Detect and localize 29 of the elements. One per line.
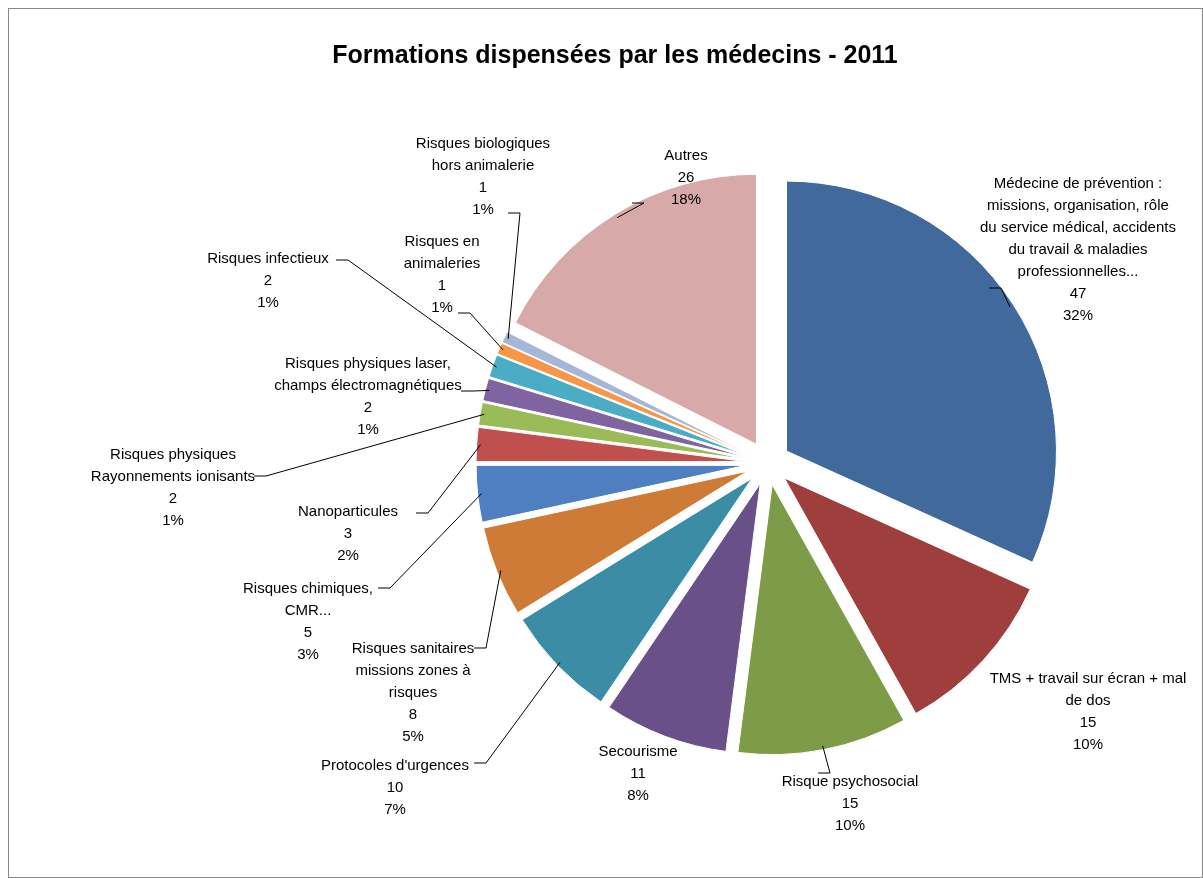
slice-label: TMS + travail sur écran + mal de dos: [989, 669, 1187, 708]
data-label: 15 10%: [1072, 713, 1104, 752]
data-label: 15 10%: [834, 794, 866, 833]
slice-label: Risque psychosocial: [781, 772, 919, 789]
slice-label: Risques en animaleries: [403, 232, 481, 271]
data-label: 8 5%: [402, 705, 424, 744]
data-label: 2 1%: [357, 398, 379, 437]
data-label: 3 2%: [337, 524, 359, 563]
data-label: 47 32%: [1062, 284, 1094, 323]
data-label: 26 18%: [670, 168, 702, 207]
slice-label: Risques chimiques, CMR...: [242, 579, 374, 618]
data-label: 2 1%: [162, 489, 184, 528]
data-label: 5 3%: [297, 623, 319, 662]
data-label: 11 8%: [627, 764, 649, 803]
slice-label: Risques sanitaires missions zones à risques: [351, 639, 475, 700]
slice-label: Risques physiques Rayonnements ionisants: [90, 445, 256, 484]
slice-label: Secourisme: [598, 742, 678, 759]
data-label: 1 1%: [472, 178, 494, 217]
slice-label: Risques physiques laser, champs électromagnétiques: [274, 354, 462, 393]
slice-label: Autres: [664, 146, 708, 163]
slice-label: Médecine de prévention : missions, organisation, rôle du service médical, accidents du travail & maladies professionnelles...: [980, 174, 1176, 279]
data-label: 1 1%: [431, 276, 453, 315]
data-label: 10 7%: [384, 778, 406, 817]
chart-title: Formations dispensées par les médecins - 2011: [332, 40, 898, 68]
slice-label: Protocoles d'urgences: [321, 756, 469, 773]
slice-label: Risques biologiques hors animalerie: [415, 134, 551, 173]
slice-label: Risques infectieux: [207, 249, 330, 266]
data-label: 2 1%: [257, 271, 279, 310]
slice-label: Nanoparticules: [297, 502, 399, 519]
